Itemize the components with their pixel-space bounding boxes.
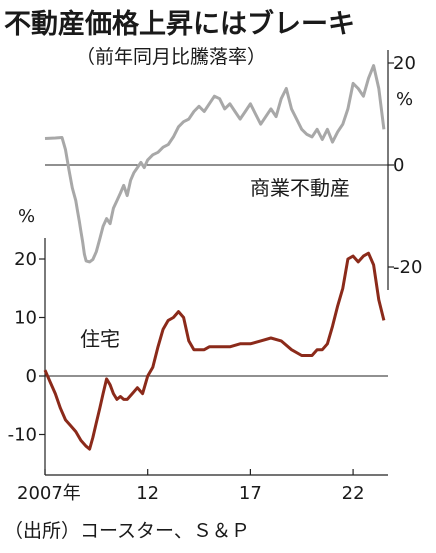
commercial-series-label: 商業不動産 [250, 176, 350, 200]
x-tick-label: 12 [136, 483, 159, 504]
chart-title: 不動産価格上昇にはブレーキ [4, 9, 355, 40]
chart-subtitle: （前年同月比騰落率） [76, 46, 267, 68]
housing-y-tick-label: 20 [14, 249, 37, 270]
housing-series-line [43, 251, 386, 451]
x-tick-label: 22 [342, 483, 365, 504]
commercial-series-line [44, 64, 386, 264]
housing-y-unit: % [18, 206, 35, 227]
commercial-y-tick-label: 20 [393, 53, 416, 74]
commercial-y-tick-label: -20 [393, 257, 422, 278]
source-note: （出所）コースター、Ｓ＆Ｐ [4, 520, 250, 542]
commercial-y-unit: % [396, 89, 413, 110]
housing-y-tick-label: 10 [14, 308, 37, 329]
x-tick-label: 17 [239, 483, 262, 504]
commercial-y-tick-label: 0 [393, 155, 404, 176]
housing-series-label: 住宅 [80, 327, 120, 351]
housing-y-tick-label: 0 [26, 366, 37, 387]
x-tick-label: 2007年 [17, 483, 81, 504]
housing-y-tick-label: -10 [8, 425, 37, 446]
